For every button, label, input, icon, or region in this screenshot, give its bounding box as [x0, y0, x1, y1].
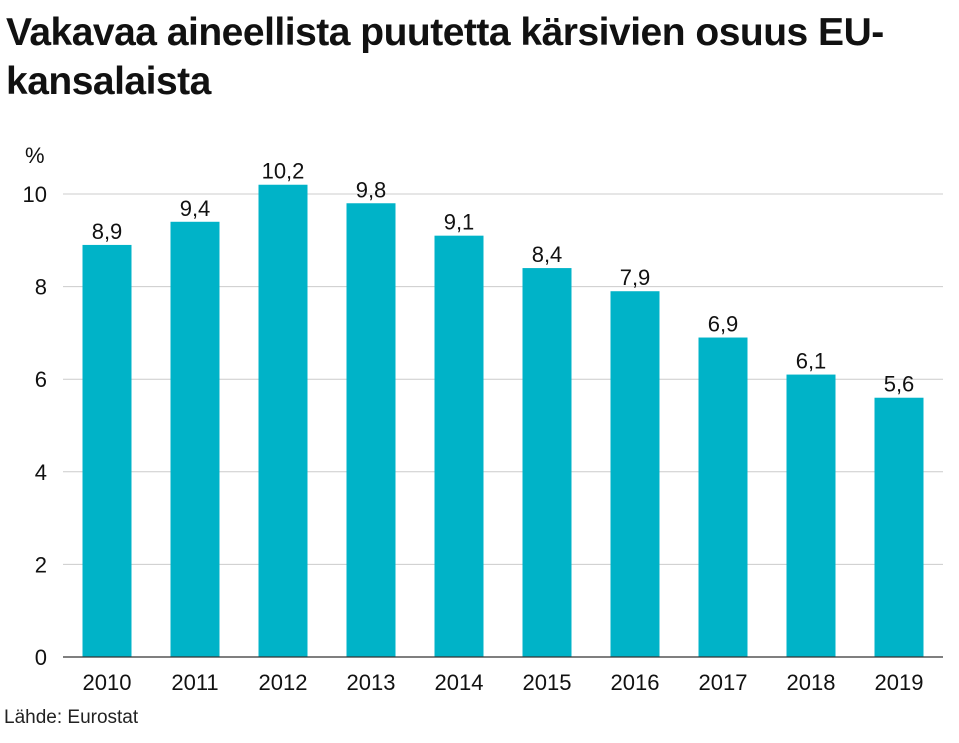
value-labels: 8,9 9,4 10,2 9,8 9,1 8,4 7,9 6,9 6,1 5,6 [92, 159, 915, 397]
x-tick-label: 2015 [523, 670, 572, 695]
x-tick-label: 2013 [347, 670, 396, 695]
x-tick-label: 2016 [611, 670, 660, 695]
bar-2015 [522, 268, 572, 657]
x-tick-label: 2014 [435, 670, 484, 695]
value-label: 9,8 [356, 177, 387, 202]
x-tick-label: 2019 [875, 670, 924, 695]
x-axis-ticks: 2010 2011 2012 2013 2014 2015 2016 2017 2018 2019 [83, 670, 924, 695]
bar-2018 [786, 374, 836, 657]
y-tick-label: 10 [23, 182, 47, 207]
value-label: 10,2 [262, 159, 305, 184]
y-tick-label: 0 [35, 645, 47, 670]
bar-2012 [258, 184, 308, 658]
bar-2014 [434, 235, 484, 658]
y-tick-label: 6 [35, 367, 47, 392]
y-tick-label: 4 [35, 460, 47, 485]
bar-2019 [874, 397, 924, 657]
x-tick-label: 2017 [699, 670, 748, 695]
value-label: 9,4 [180, 196, 211, 221]
source-note: Lähde: Eurostat [4, 707, 139, 728]
y-tick-label: 2 [35, 552, 47, 577]
y-tick-label: 8 [35, 275, 47, 300]
value-label: 6,9 [708, 312, 739, 337]
value-label: 8,4 [532, 242, 563, 267]
value-label: 7,9 [620, 265, 651, 290]
bar-2016 [610, 291, 660, 657]
x-tick-label: 2012 [259, 670, 308, 695]
y-axis-unit-label: % [25, 143, 45, 168]
value-label: 6,1 [796, 349, 827, 374]
bar-2017 [698, 337, 748, 657]
chart-title: Vakavaa aineellista puutetta kärsivien o… [6, 11, 884, 103]
value-label: 5,6 [884, 372, 915, 397]
bar-2013 [346, 203, 396, 657]
x-tick-label: 2010 [83, 670, 132, 695]
x-tick-label: 2011 [171, 670, 218, 695]
bar-2010 [82, 244, 132, 657]
y-axis-ticks: 0 2 4 6 8 10 [23, 182, 47, 670]
value-label: 8,9 [92, 219, 123, 244]
bars [82, 184, 924, 658]
value-label: 9,1 [444, 210, 475, 235]
x-tick-label: 2018 [787, 670, 836, 695]
bar-2011 [170, 221, 220, 657]
